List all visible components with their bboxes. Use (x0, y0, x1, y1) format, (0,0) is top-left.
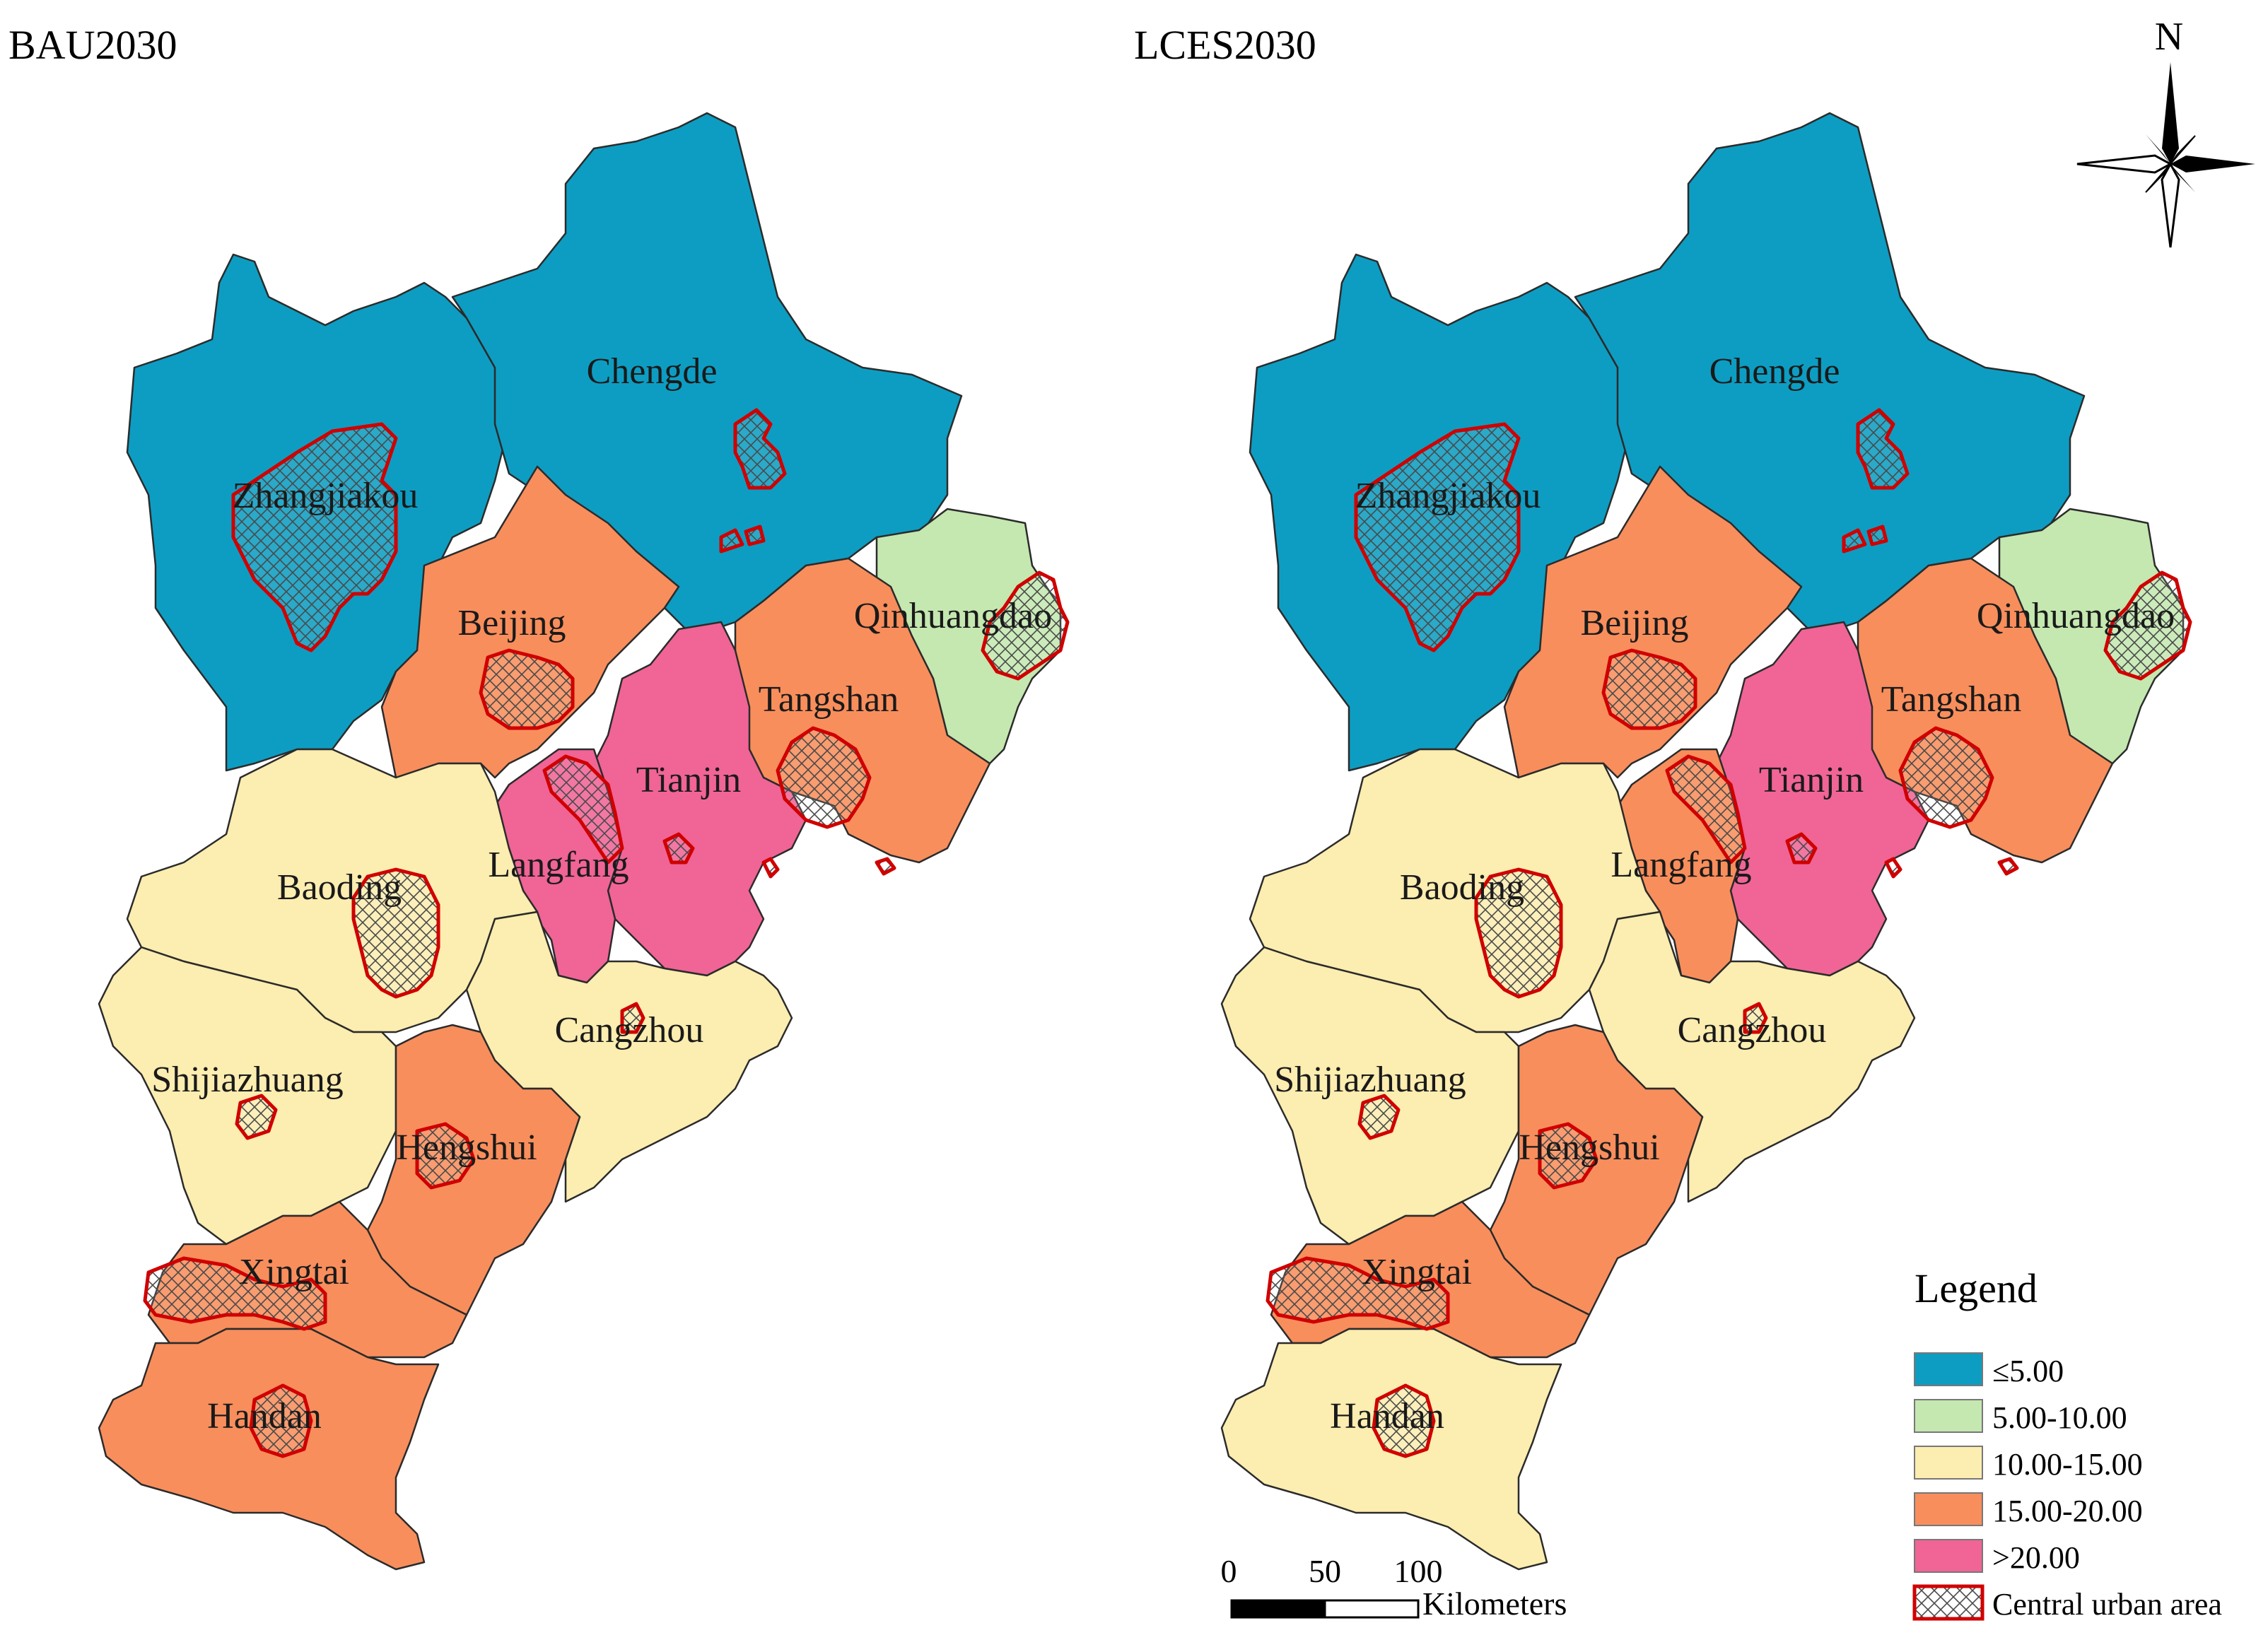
bau2030-central-urban-area-12 (415, 1122, 476, 1190)
panel-title-bau2030: BAU2030 (8, 22, 177, 68)
lces2030-central-urban-area-13 (1265, 1256, 1450, 1331)
bau2030-central-urban-area-14 (249, 1383, 313, 1458)
north-arrow-icon: N (2076, 15, 2255, 248)
legend-label-4: >20.00 (1992, 1540, 2080, 1575)
bau2030-central-urban-area-6 (542, 754, 624, 865)
bau2030-region-beijing (380, 465, 680, 779)
legend-swatch-3 (1914, 1492, 1983, 1526)
bau2030-label-handan: Handan (207, 1396, 322, 1436)
lces2030-region-hengshui (1489, 1024, 1704, 1316)
bau2030-label-shijiazhuang: Shijiazhuang (151, 1060, 344, 1100)
lces2030-central-urban-area-7 (1898, 726, 1994, 829)
lces2030-label-shijiazhuang: Shijiazhuang (1274, 1060, 1466, 1100)
bau2030-label-chengde: Chengde (587, 351, 718, 392)
lces2030-central-urban-area-6 (1665, 754, 1747, 865)
bau2030-central-urban-area-8 (662, 832, 695, 865)
lces2030-label-baoding: Baoding (1400, 867, 1524, 908)
lces2030-label-xingtai: Xingtai (1362, 1252, 1472, 1292)
map-lces2030: Zhangjiakou Chengde Qinhuangdao Beijing Tang… (1220, 112, 2192, 1571)
lces2030-central-urban-area-14 (1372, 1383, 1436, 1458)
lces2030-label-tangshan: Tangshan (1881, 679, 2022, 720)
lces2030-central-urban-area-1 (1856, 408, 1910, 490)
bau2030-label-tangshan: Tangshan (759, 679, 899, 720)
bau2030-central-urban-area-16 (875, 857, 896, 876)
bau2030-label-qinhuangdao: Qinhuangdao (854, 596, 1052, 636)
lces2030-label-beijing: Beijing (1580, 603, 1688, 643)
lces2030-central-urban-area-2 (1842, 528, 1867, 554)
lces2030-label-cangzhou: Cangzhou (1678, 1010, 1827, 1050)
lces2030-central-urban-area-11 (1357, 1094, 1401, 1140)
north-label: N (2155, 15, 2183, 59)
lces2030-label-handan: Handan (1330, 1396, 1444, 1436)
bau2030-central-urban-area-3 (744, 525, 766, 546)
bau2030-central-urban-area-15 (761, 857, 780, 879)
scale-bar: 0 50 100 Kilometers (1221, 1553, 1567, 1622)
lces2030-central-urban-area-12 (1538, 1122, 1598, 1190)
legend-swatch-0 (1914, 1352, 1983, 1386)
legend-label-3: 15.00-20.00 (1992, 1494, 2143, 1528)
bau2030-central-urban-area-2 (719, 528, 744, 554)
bau2030-label-baoding: Baoding (277, 867, 402, 908)
lces2030-central-urban-area-15 (1884, 857, 1902, 879)
scale-tick-0: 0 (1221, 1553, 1237, 1589)
lces2030-label-langfang: Langfang (1611, 845, 1751, 885)
bau2030-label-hengshui: Hengshui (396, 1128, 537, 1168)
bau2030-label-xingtai: Xingtai (239, 1252, 349, 1292)
scale-tick-100: 100 (1394, 1553, 1443, 1589)
lces2030-region-beijing (1503, 465, 1803, 779)
bau2030-central-urban-area-1 (733, 408, 787, 490)
panel-title-lces2030: LCES2030 (1134, 22, 1316, 68)
lces2030-label-hengshui: Hengshui (1519, 1128, 1659, 1168)
legend-swatch-1 (1914, 1399, 1983, 1433)
legend-swatch-urban (1912, 1584, 1984, 1621)
lces2030-central-urban-area-4 (2103, 570, 2192, 681)
legend-label-2: 10.00-15.00 (1992, 1447, 2143, 1482)
bau2030-label-zhangjiakou: Zhangjiakou (233, 476, 419, 516)
lces2030-label-zhangjiakou: Zhangjiakou (1355, 476, 1541, 516)
lces2030-central-urban-area-3 (1866, 525, 1888, 546)
bau2030-central-urban-area-4 (981, 570, 1070, 681)
scale-tick-50: 50 (1309, 1553, 1341, 1589)
map-bau2030: Zhangjiakou Chengde Qinhuangdao Beijing Tang… (98, 112, 1070, 1571)
bau2030-central-urban-area-10 (620, 1002, 645, 1034)
lces2030-central-urban-area-10 (1743, 1002, 1768, 1034)
bau2030-region-hengshui (366, 1024, 581, 1316)
bau2030-label-beijing: Beijing (457, 603, 566, 643)
bau2030-central-urban-area-5 (479, 648, 575, 730)
bau2030-label-langfang: Langfang (488, 845, 629, 885)
bau2030-central-urban-area-7 (776, 726, 872, 829)
bau2030-central-urban-area-9 (351, 867, 440, 999)
lces2030-label-tianjin: Tianjin (1759, 760, 1864, 800)
bau2030-label-tianjin: Tianjin (636, 760, 741, 800)
legend-label-1: 5.00-10.00 (1992, 1400, 2127, 1435)
lces2030-label-chengde: Chengde (1709, 351, 1840, 392)
legend-swatch-2 (1914, 1446, 1983, 1480)
bau2030-central-urban-area-13 (143, 1256, 327, 1331)
lces2030-central-urban-area-9 (1474, 867, 1563, 999)
legend-label-urban: Central urban area (1992, 1587, 2222, 1622)
bau2030-central-urban-area-0 (231, 422, 398, 652)
bau2030-central-urban-area-11 (235, 1094, 278, 1140)
legend-swatch-4 (1914, 1539, 1983, 1573)
legend: Legend ≤5.00 5.00-10.00 10.00-15.00 15.00-2… (1912, 1265, 2222, 1622)
scale-unit: Kilometers (1422, 1586, 1567, 1622)
lces2030-central-urban-area-5 (1601, 648, 1697, 730)
lces2030-central-urban-area-0 (1354, 422, 1521, 652)
lces2030-central-urban-area-8 (1785, 832, 1818, 865)
legend-title: Legend (1915, 1265, 2038, 1311)
lces2030-label-qinhuangdao: Qinhuangdao (1977, 596, 2175, 636)
legend-label-0: ≤5.00 (1992, 1354, 2064, 1388)
lces2030-central-urban-area-16 (1997, 857, 2019, 876)
bau2030-label-cangzhou: Cangzhou (555, 1010, 704, 1050)
